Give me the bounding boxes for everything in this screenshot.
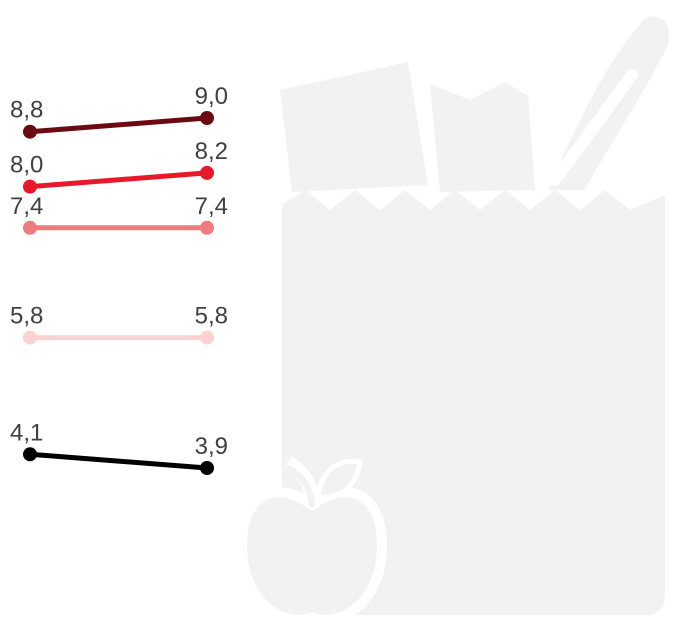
value-label: 5,8 <box>10 303 43 330</box>
slope-point <box>200 461 214 475</box>
slope-point <box>23 179 37 194</box>
bag-box <box>280 62 428 192</box>
slope-line <box>29 451 208 471</box>
slope-point <box>200 330 214 345</box>
baguette-slash <box>549 69 638 186</box>
value-label: 9,0 <box>195 83 228 110</box>
apple <box>236 487 388 625</box>
plot: 8,8 9,0 8,0 8,2 7,4 7,4 5,8 5,8 4,1 3,9 <box>10 83 228 475</box>
slope-point <box>23 124 37 139</box>
value-label: 8,2 <box>195 138 228 165</box>
value-label: 8,0 <box>10 152 43 179</box>
slope-point <box>23 220 37 235</box>
value-label: 5,8 <box>195 303 228 330</box>
slope-point <box>23 447 37 462</box>
slope-point <box>200 165 214 180</box>
slope-point <box>200 111 214 125</box>
slope-line <box>29 170 208 190</box>
value-label: 4,1 <box>10 419 43 446</box>
value-label: 7,4 <box>195 193 228 220</box>
grocery-bag-icon <box>236 16 669 625</box>
apple-leaf <box>315 458 363 501</box>
apple-stem <box>285 465 315 508</box>
slope-line <box>29 115 208 135</box>
bag-item <box>430 82 535 192</box>
value-label: 3,9 <box>195 433 228 460</box>
slope-point <box>23 330 37 345</box>
slope-point <box>200 220 214 235</box>
value-label: 8,8 <box>10 97 43 124</box>
value-label: 7,4 <box>10 193 43 220</box>
